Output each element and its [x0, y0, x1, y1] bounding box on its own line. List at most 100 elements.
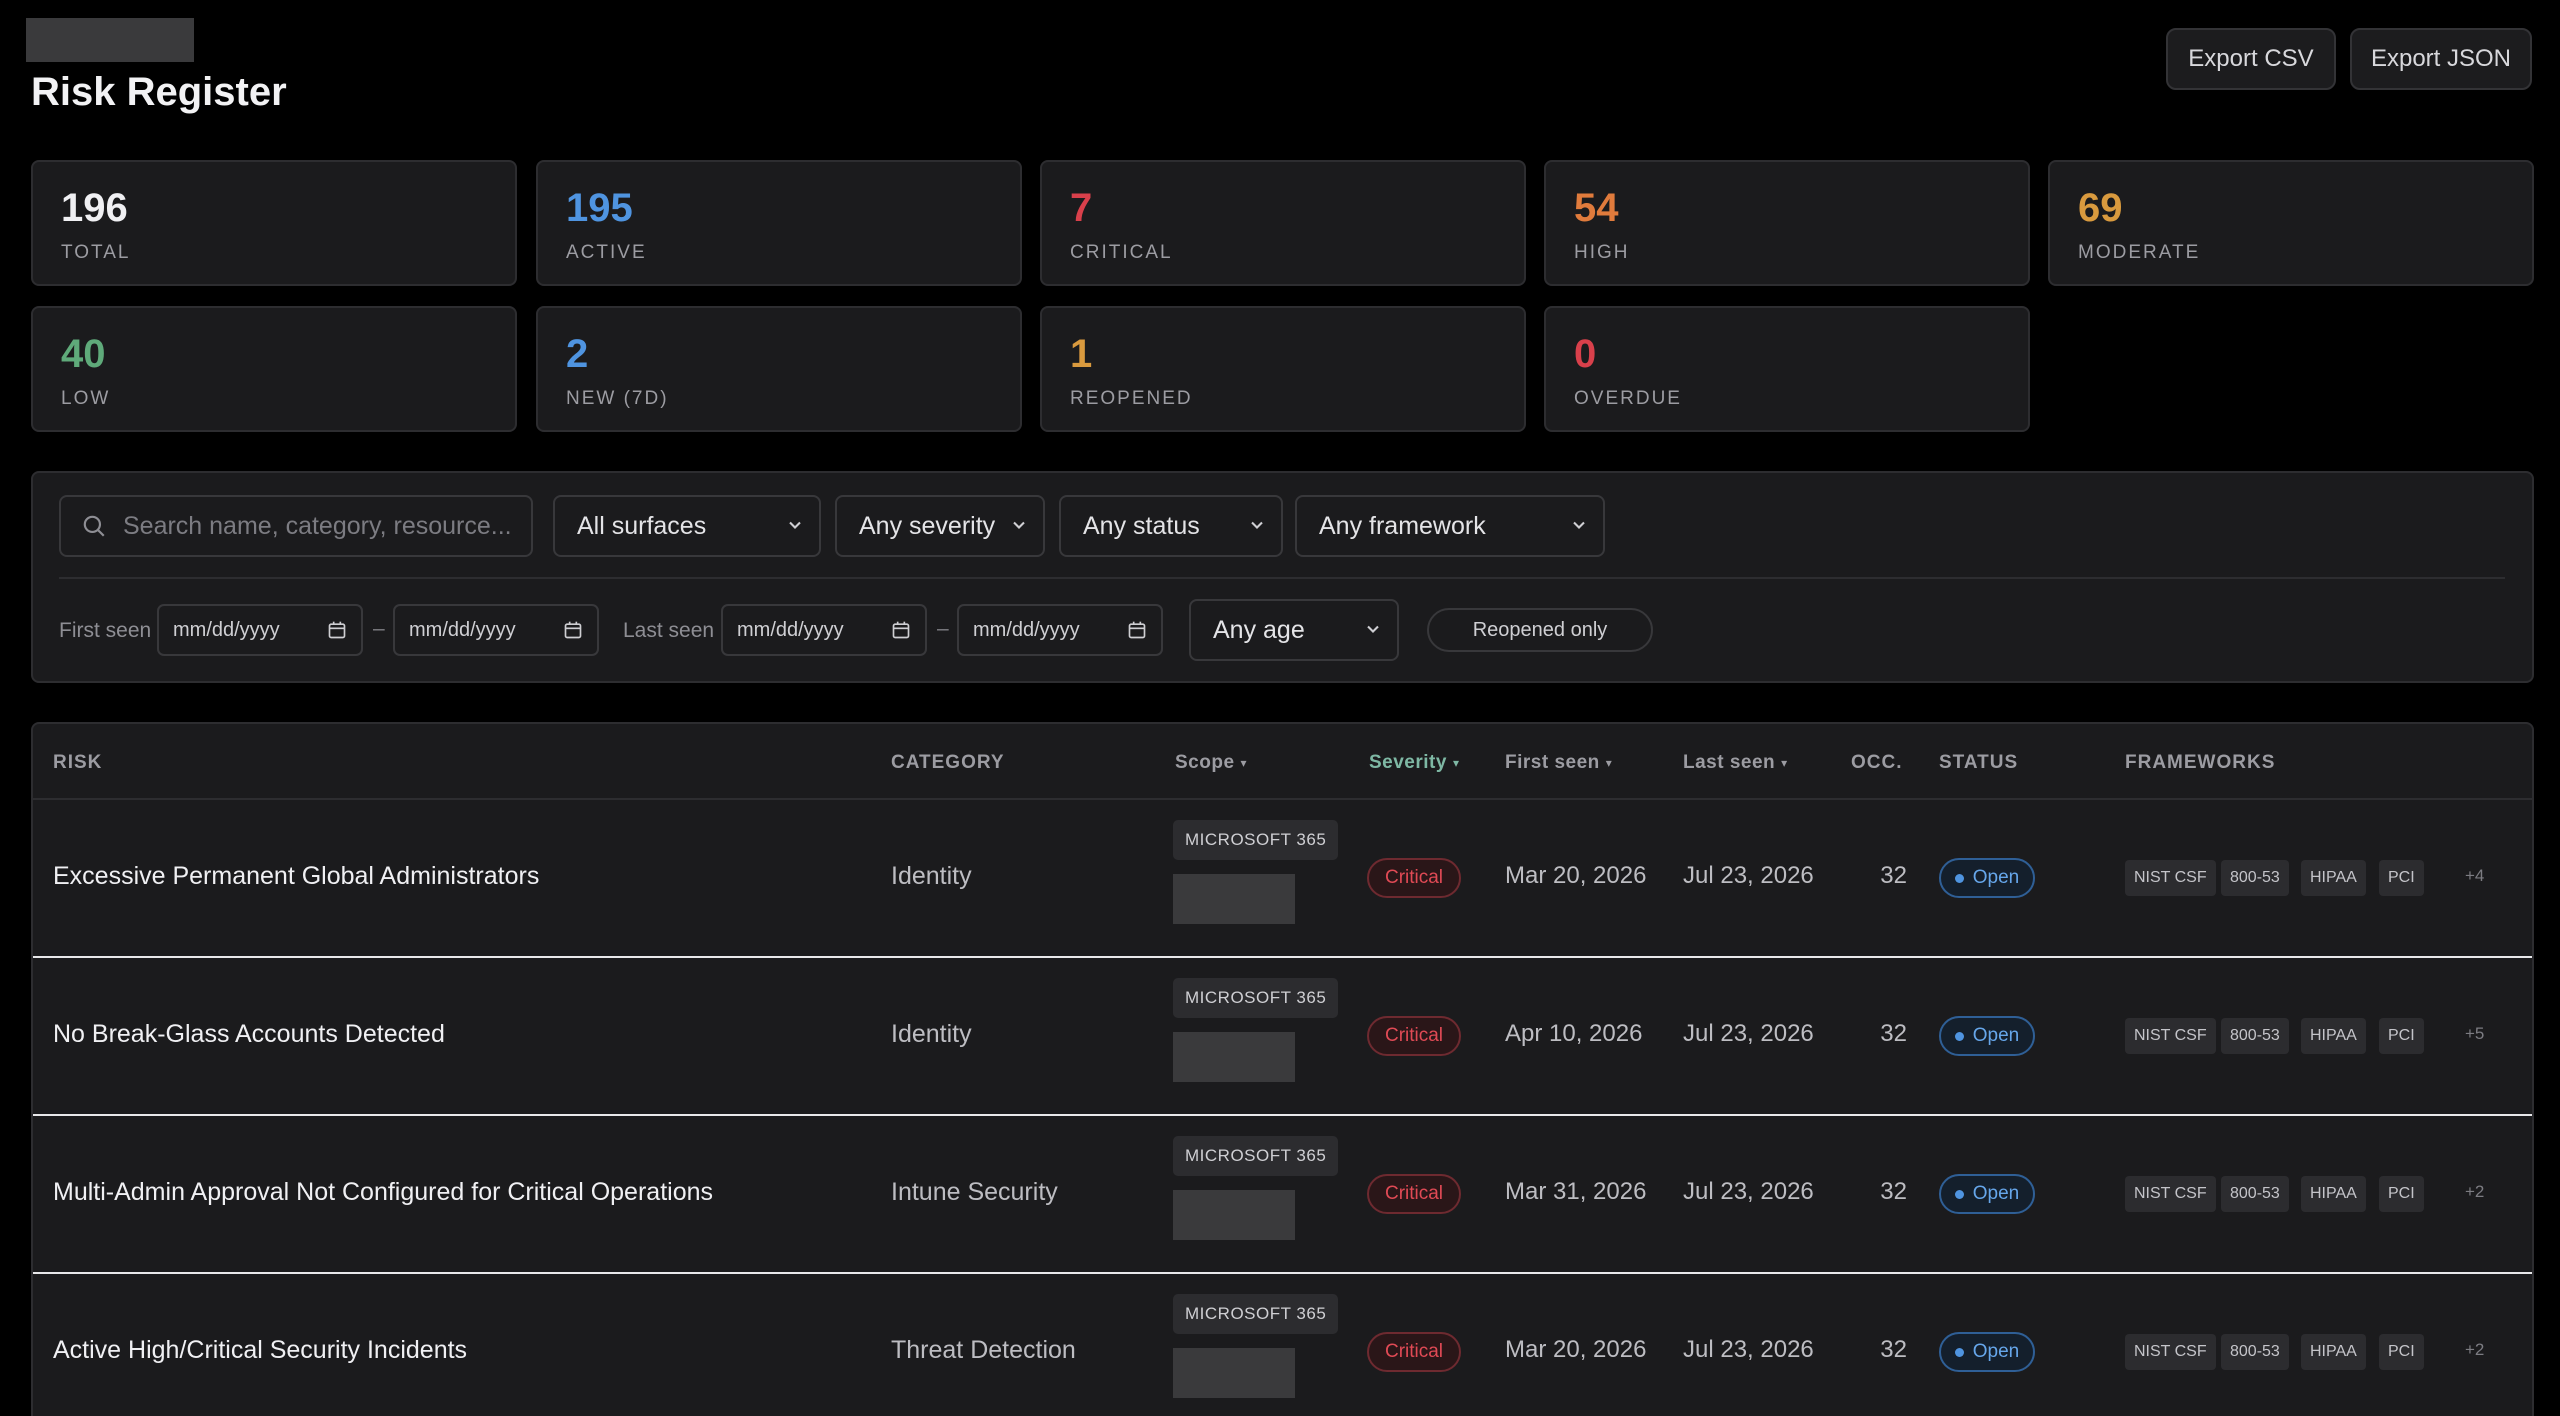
column-header-occ[interactable]: OCC. [1851, 752, 1903, 773]
stat-label: LOW [61, 388, 111, 409]
table-row[interactable]: No Break-Glass Accounts Detected Identit… [33, 958, 2532, 1114]
column-header-first-seen[interactable]: First seen ▾ [1505, 752, 1612, 774]
row-divider [33, 1114, 2532, 1116]
sort-icon: ▾ [1605, 755, 1613, 770]
risk-name[interactable]: Multi-Admin Approval Not Configured for … [53, 1178, 713, 1206]
status-label: Open [1972, 1183, 2020, 1204]
status-select[interactable]: Any status [1059, 495, 1283, 557]
severity-select-value: Any severity [859, 511, 996, 540]
last-seen-date: Jul 23, 2026 [1683, 1020, 1814, 1047]
status-badge: Open [1939, 1174, 2035, 1214]
date-range-dash: – [937, 617, 949, 640]
stat-card-new: 2 NEW (7D) [536, 306, 1022, 432]
first-seen-date: Mar 31, 2026 [1505, 1178, 1647, 1205]
framework-tag: 800-53 [2221, 1018, 2289, 1054]
severity-select[interactable]: Any severity [835, 495, 1045, 557]
filter-panel: All surfaces Any severity Any status Any… [31, 471, 2534, 683]
stat-value: 1 [1070, 332, 1093, 376]
risk-category: Identity [891, 862, 972, 890]
column-header-risk[interactable]: RISK [53, 752, 103, 773]
first-seen-label: First seen [59, 619, 152, 642]
framework-tag: NIST CSF [2125, 1334, 2216, 1370]
column-header-last-seen[interactable]: Last seen ▾ [1683, 752, 1788, 774]
framework-select[interactable]: Any framework [1295, 495, 1605, 557]
last-seen-to-input[interactable]: mm/dd/yyyy [957, 604, 1163, 656]
date-placeholder: mm/dd/yyyy [409, 618, 516, 641]
framework-select-value: Any framework [1319, 511, 1486, 540]
column-header-status[interactable]: STATUS [1939, 752, 2019, 773]
framework-tag: 800-53 [2221, 860, 2289, 896]
stat-value: 69 [2078, 186, 2123, 230]
search-icon [83, 515, 105, 537]
scope-tag: MICROSOFT 365 [1173, 1136, 1339, 1176]
severity-badge: Critical [1367, 1174, 1461, 1214]
first-seen-from-input[interactable]: mm/dd/yyyy [157, 604, 363, 656]
first-seen-date: Mar 20, 2026 [1505, 1336, 1647, 1363]
stat-value: 196 [61, 186, 128, 230]
occurrences: 32 [1880, 1336, 1907, 1363]
framework-tag: HIPAA [2301, 1334, 2366, 1370]
scope-redacted [1173, 1032, 1295, 1082]
framework-tag: HIPAA [2301, 1176, 2366, 1212]
framework-tag: PCI [2379, 1176, 2424, 1212]
last-seen-from-input[interactable]: mm/dd/yyyy [721, 604, 927, 656]
scope-redacted [1173, 1190, 1295, 1240]
column-header-category[interactable]: CATEGORY [891, 752, 1005, 773]
framework-tag: 800-53 [2221, 1334, 2289, 1370]
search-box[interactable] [59, 495, 533, 557]
framework-more-count[interactable]: +4 [2465, 866, 2485, 885]
surfaces-select[interactable]: All surfaces [553, 495, 821, 557]
export-json-button[interactable]: Export JSON [2350, 28, 2532, 90]
last-seen-date: Jul 23, 2026 [1683, 1178, 1814, 1205]
status-badge: Open [1939, 1016, 2035, 1056]
stat-value: 54 [1574, 186, 1619, 230]
calendar-icon [1128, 621, 1146, 639]
stat-card-total: 196 TOTAL [31, 160, 517, 286]
stat-card-reopened: 1 REOPENED [1040, 306, 1526, 432]
surfaces-select-value: All surfaces [577, 511, 707, 540]
scope-tag: MICROSOFT 365 [1173, 820, 1339, 860]
age-select[interactable]: Any age [1189, 599, 1399, 661]
framework-tag: PCI [2379, 1334, 2424, 1370]
framework-more-count[interactable]: +2 [2465, 1182, 2485, 1201]
column-header-scope-label: Scope [1175, 752, 1235, 773]
risk-table: RISK CATEGORY Scope ▾ Severity ▾ First see… [31, 722, 2534, 1416]
logo-redacted [26, 18, 194, 62]
reopened-only-toggle[interactable]: Reopened only [1427, 608, 1653, 652]
column-header-scope[interactable]: Scope ▾ [1175, 752, 1247, 774]
risk-category: Identity [891, 1020, 972, 1048]
age-select-value: Any age [1213, 615, 1305, 644]
export-csv-button[interactable]: Export CSV [2166, 28, 2336, 90]
table-row[interactable]: Active High/Critical Security Incidents … [33, 1274, 2532, 1416]
table-row[interactable]: Excessive Permanent Global Administrator… [33, 800, 2532, 956]
framework-tag: HIPAA [2301, 1018, 2366, 1054]
search-input[interactable] [123, 511, 523, 541]
header-divider [33, 798, 2532, 800]
column-header-severity[interactable]: Severity ▾ [1369, 752, 1459, 774]
status-dot-icon [1954, 1031, 1964, 1041]
stat-card-active: 195 ACTIVE [536, 160, 1022, 286]
risk-name[interactable]: Excessive Permanent Global Administrator… [53, 862, 540, 890]
date-placeholder: mm/dd/yyyy [737, 618, 844, 641]
filter-divider [59, 577, 2505, 579]
sort-icon: ▾ [1781, 755, 1788, 770]
sort-icon: ▾ [1240, 755, 1248, 770]
framework-more-count[interactable]: +5 [2465, 1024, 2485, 1043]
first-seen-to-input[interactable]: mm/dd/yyyy [393, 604, 599, 656]
risk-name[interactable]: Active High/Critical Security Incidents [53, 1336, 468, 1364]
framework-tag: PCI [2379, 860, 2424, 896]
risk-name[interactable]: No Break-Glass Accounts Detected [53, 1020, 445, 1048]
stat-label: HIGH [1574, 242, 1630, 263]
column-header-frameworks[interactable]: FRAMEWORKS [2125, 752, 2276, 773]
framework-more-count[interactable]: +2 [2465, 1340, 2485, 1359]
last-seen-date: Jul 23, 2026 [1683, 862, 1814, 889]
first-seen-date: Apr 10, 2026 [1505, 1020, 1643, 1047]
stat-card-high: 54 HIGH [1544, 160, 2030, 286]
last-seen-date: Jul 23, 2026 [1683, 1336, 1814, 1363]
column-header-severity-label: Severity [1369, 752, 1447, 773]
stat-value: 2 [566, 332, 589, 376]
date-placeholder: mm/dd/yyyy [173, 618, 280, 641]
table-row[interactable]: Multi-Admin Approval Not Configured for … [33, 1116, 2532, 1272]
framework-tag: PCI [2379, 1018, 2424, 1054]
stat-value: 195 [566, 186, 633, 230]
